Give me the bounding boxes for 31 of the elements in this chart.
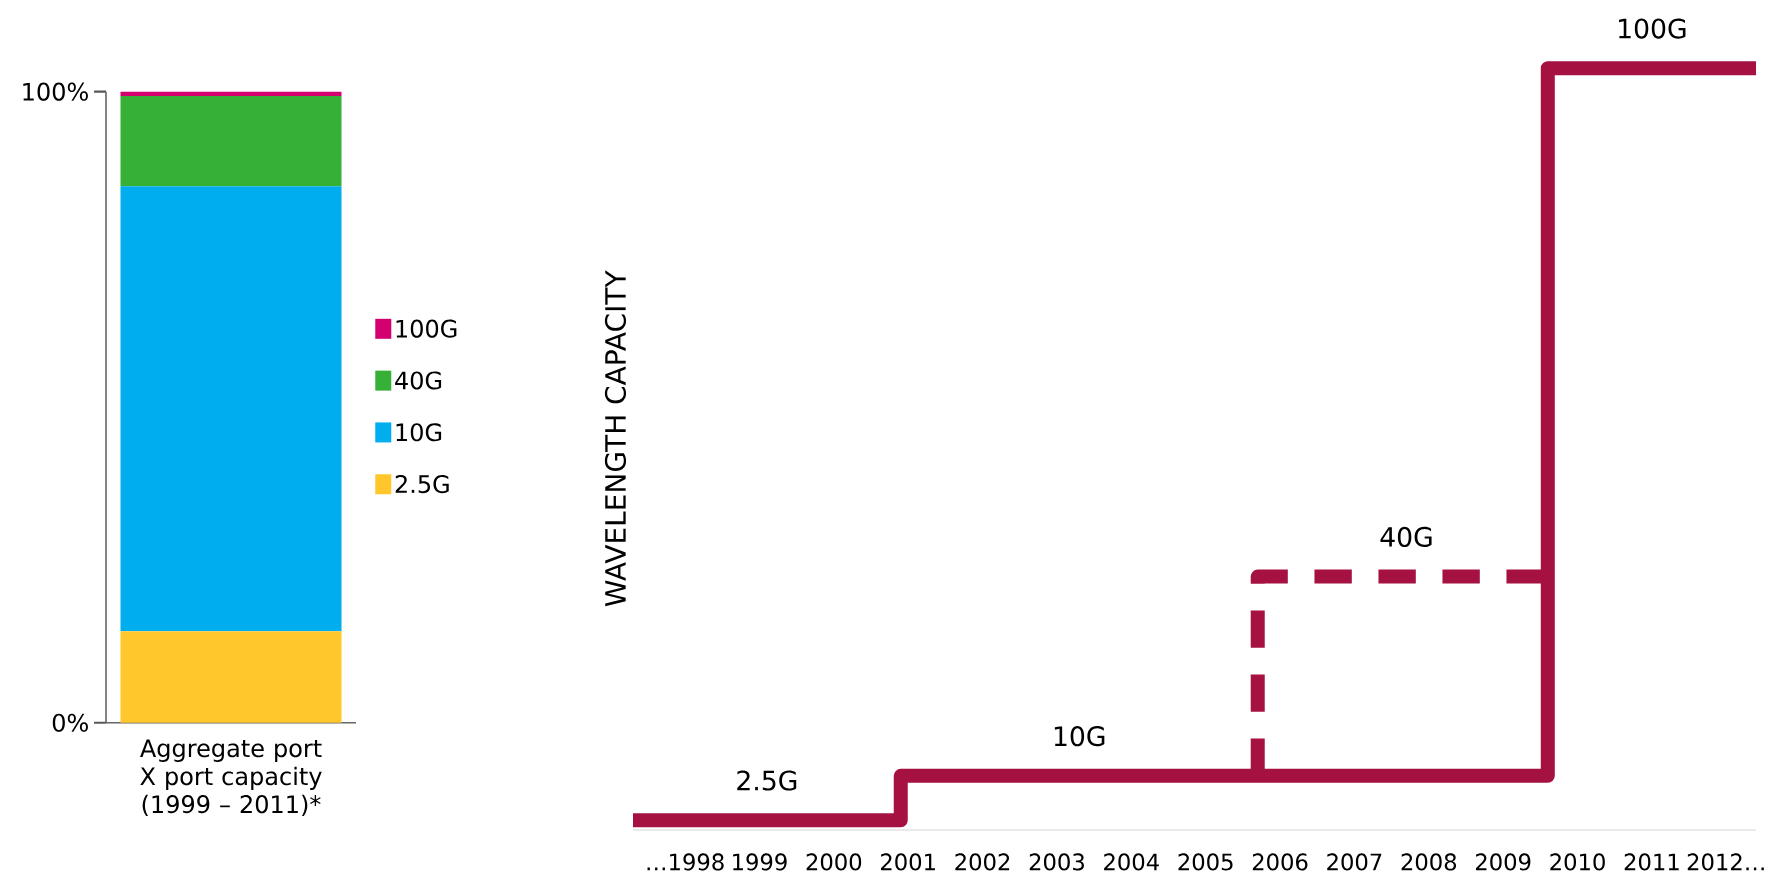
x-tick-label: 2010 [1550, 853, 1605, 871]
x-tick-label: 2002 [955, 853, 1010, 871]
x-tick-label: 2003 [1029, 853, 1084, 871]
legend-label: 2.5G [395, 475, 449, 494]
annotation: 2.5G [737, 770, 797, 791]
bar [120, 96, 342, 187]
x-tick-label: 2008 [1401, 853, 1457, 871]
annotation: 10G [1054, 726, 1105, 747]
x-tick-label: …1998 [647, 853, 724, 871]
bar [120, 631, 342, 723]
x-tick-label: 2004 [1104, 853, 1159, 871]
annotation: 40G [1380, 526, 1432, 547]
x-tick-label: 2000 [806, 853, 862, 871]
legend-label: 40G [395, 371, 442, 390]
x-tick-label: 2009 [1475, 853, 1531, 871]
y-tick-label: 0% [52, 713, 88, 732]
x-tick-label: 1999 [733, 853, 787, 871]
bar [120, 91, 342, 97]
x-tick-label: 2011 [1624, 853, 1679, 871]
x-tick-label: 2005 [1178, 853, 1233, 871]
y-tick-label: 100% [23, 82, 88, 101]
x-tick-label: Aggregate port X port capacity (1999 – 2011)* [140, 739, 322, 817]
x-tick-label: 2012… [1687, 853, 1764, 871]
bar [120, 186, 342, 632]
y-axis-title: WAVELENGTH CAPACITY [604, 270, 627, 607]
legend-label: 100G [396, 319, 457, 338]
x-tick-label: 2006 [1252, 853, 1308, 871]
legend-label: 10G [396, 423, 442, 442]
x-tick-label: 2001 [881, 853, 935, 871]
x-tick-label: 2007 [1327, 853, 1382, 871]
annotation: 100G [1619, 18, 1686, 39]
